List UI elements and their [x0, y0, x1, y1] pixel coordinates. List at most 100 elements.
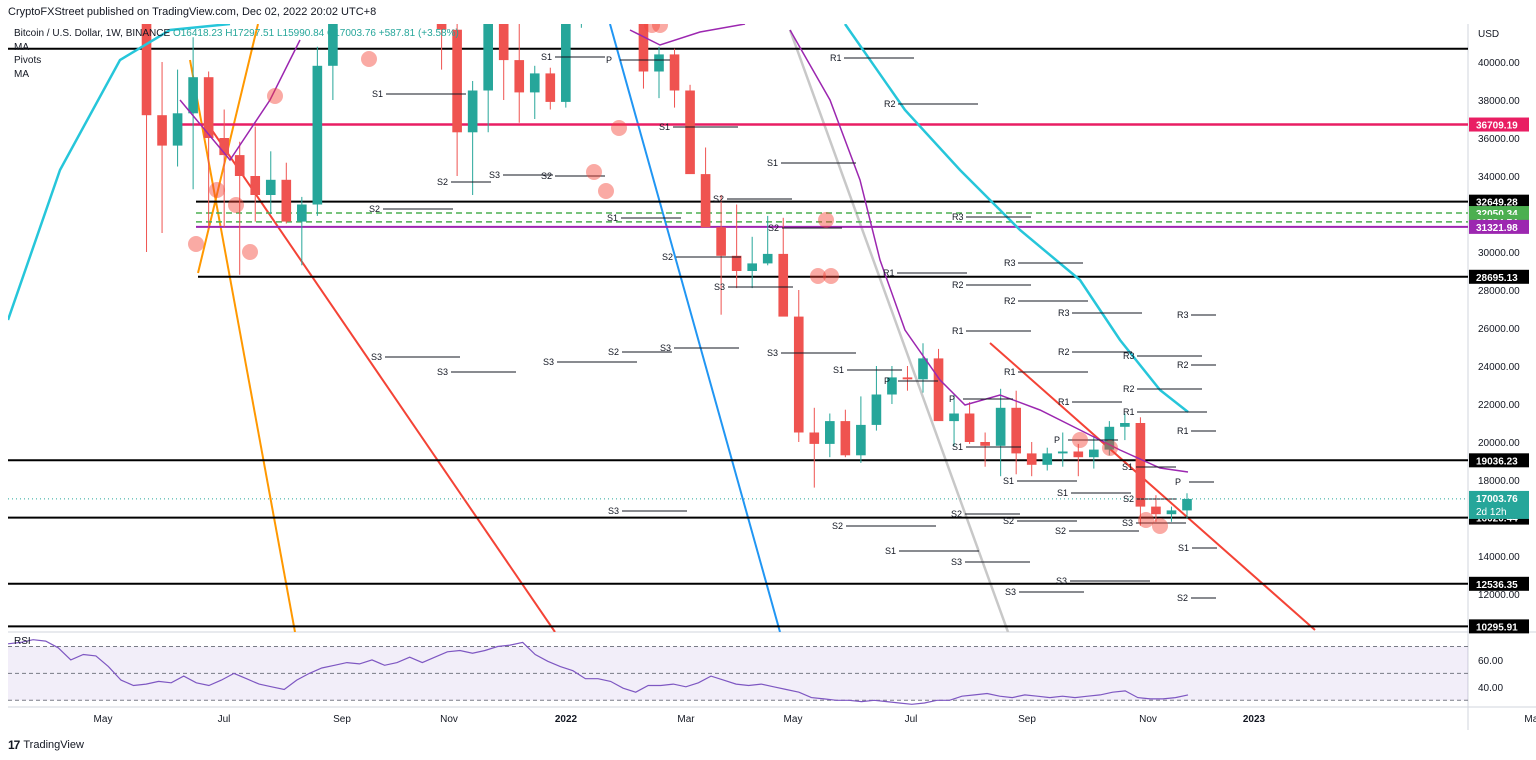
time-axis[interactable]: May Jul Sep Nov 2022 Mar May Jul Sep Nov 2023 Mar [94, 714, 1536, 725]
candle-6[interactable] [203, 71, 214, 230]
candle-body [747, 263, 757, 271]
candle-body [1151, 506, 1161, 515]
pivot-label-23: R3 [1177, 310, 1189, 320]
candle-52[interactable] [918, 343, 928, 393]
candle-49[interactable] [871, 366, 882, 431]
candle-65[interactable] [1120, 413, 1130, 441]
ma-line-cyan-b [843, 24, 1189, 413]
candle-33[interactable] [623, 0, 633, 22]
candle-22[interactable] [452, 0, 462, 176]
candle-42[interactable] [762, 215, 773, 266]
candle-15[interactable] [344, 0, 354, 15]
candle-body [949, 413, 959, 422]
candle-25[interactable] [498, 0, 509, 100]
candle-body [1073, 451, 1084, 458]
symbol-name[interactable]: Bitcoin / U.S. Dollar, 1W, BINANCE [14, 28, 171, 39]
candle-28[interactable] [545, 67, 556, 110]
chart-legend: Bitcoin / U.S. Dollar, 1W, BINANCE O1641… [14, 27, 459, 81]
pivot-label-52: S3 [1122, 518, 1133, 528]
candle-63[interactable] [1089, 436, 1099, 469]
candle-51[interactable] [902, 366, 913, 391]
candle-40[interactable] [731, 204, 742, 289]
candle-36[interactable] [669, 48, 680, 108]
pivot-label-3: S3 [489, 170, 500, 180]
candle-16[interactable] [359, 0, 369, 9]
candle-47[interactable] [840, 409, 851, 458]
candle-23[interactable] [467, 81, 478, 195]
candle-59[interactable] [1026, 442, 1037, 477]
candle-41[interactable] [747, 236, 757, 289]
price-tick-5: 20000.00 [1478, 438, 1520, 449]
candle-14[interactable] [328, 0, 338, 100]
candle-29[interactable] [561, 16, 571, 108]
indicator-ma-1[interactable]: MA [14, 41, 29, 53]
candle-35[interactable] [654, 46, 664, 99]
candle-13[interactable] [312, 46, 323, 216]
main-pane[interactable]: S1 S2 S3 S2 S2 S1 S1 P R1 R2 S1 S1 S2 S2 S2 S3 R3 R1 R2 R3 R… [8, 0, 1468, 632]
candle-10[interactable] [265, 151, 276, 214]
candle-2[interactable] [141, 0, 152, 252]
candle-43[interactable] [778, 217, 789, 317]
candle-5[interactable] [188, 37, 198, 190]
candle-body [964, 413, 975, 442]
ohlc-open: O16418.23 [172, 28, 223, 39]
candles[interactable] [126, 0, 1192, 526]
candle-body [561, 24, 571, 102]
candle-68[interactable] [1166, 506, 1177, 522]
candle-54[interactable] [949, 394, 959, 446]
candle-55[interactable] [964, 402, 975, 444]
pivot-label-6: S1 [607, 213, 618, 223]
candle-61[interactable] [1057, 432, 1068, 467]
candle-4[interactable] [172, 69, 183, 167]
indicator-pivots[interactable]: Pivots [14, 55, 42, 66]
pivot-label-8: P [606, 55, 612, 65]
candle-58[interactable] [1011, 390, 1021, 475]
pivot-label-58: S3 [1056, 576, 1067, 586]
candle-30[interactable] [577, 0, 587, 28]
candle-8[interactable] [234, 141, 245, 275]
pivot-label-46: S1 [1003, 476, 1014, 486]
price-axis[interactable]: USD12000.0014000.0016000.0018000.0020000… [1469, 29, 1529, 634]
candle-9[interactable] [250, 126, 261, 222]
candle-69[interactable] [1182, 493, 1192, 519]
candle-39[interactable] [716, 195, 726, 315]
time-tick-10: Nov [1139, 714, 1157, 725]
candle-44[interactable] [793, 290, 804, 442]
swing-marker-5 [598, 183, 614, 199]
candle-53[interactable] [933, 348, 944, 422]
level-badge-text-11: 10295.91 [1476, 622, 1518, 633]
candle-48[interactable] [856, 396, 866, 463]
candle-7[interactable] [219, 109, 229, 228]
candle-60[interactable] [1042, 447, 1053, 471]
rsi-pane[interactable]: RSI 60.00 40.00 [8, 636, 1503, 705]
candle-57[interactable] [995, 388, 1006, 477]
candle-46[interactable] [825, 413, 835, 458]
ma-line-purple-c [629, 24, 746, 46]
pivot-label-47: S1 [1057, 488, 1068, 498]
candle-21[interactable] [436, 0, 447, 70]
candle-3[interactable] [157, 62, 167, 233]
candle-50[interactable] [887, 366, 897, 404]
candle-34[interactable] [638, 9, 649, 89]
candle-45[interactable] [809, 407, 820, 488]
candle-56[interactable] [980, 432, 990, 467]
pivot-label-55: S1 [885, 546, 896, 556]
candle-62[interactable] [1073, 443, 1084, 477]
candle-11[interactable] [281, 162, 292, 224]
candle-24[interactable] [483, 0, 493, 133]
candle-37[interactable] [685, 84, 695, 175]
candle-body [250, 176, 261, 195]
candle-body [1026, 453, 1037, 465]
last-price-badge[interactable] [1469, 490, 1529, 519]
candle-26[interactable] [514, 0, 525, 123]
time-tick-12: Mar [1524, 714, 1536, 725]
candle-27[interactable] [529, 65, 540, 119]
candle-64[interactable] [1104, 421, 1115, 456]
candle-38[interactable] [700, 147, 711, 228]
candle-12[interactable] [297, 196, 307, 266]
candle-67[interactable] [1151, 495, 1161, 522]
trendline-recent [989, 342, 1316, 631]
candle-66[interactable] [1135, 417, 1146, 526]
indicator-ma-2[interactable]: MA [14, 68, 29, 80]
